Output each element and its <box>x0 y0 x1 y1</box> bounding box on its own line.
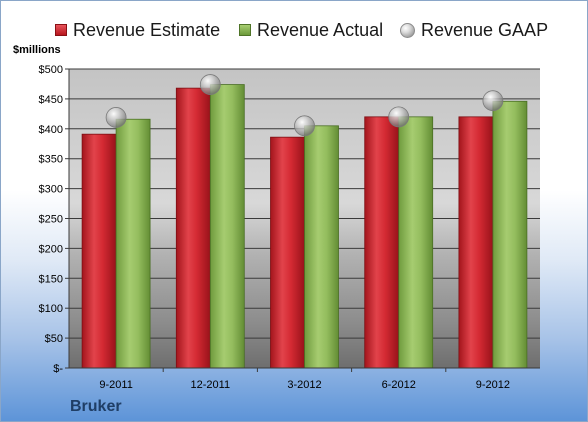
bar-revenue-actual <box>115 118 151 369</box>
legend-item-estimate: Revenue Estimate <box>55 17 220 43</box>
y-tick-label: $450 <box>39 94 63 106</box>
bar-revenue-estimate <box>364 116 400 369</box>
y-tick-label: $200 <box>39 243 63 255</box>
bar-revenue-actual <box>209 84 245 369</box>
legend-swatch-gaap <box>400 22 415 38</box>
marker-revenue-gaap <box>482 90 504 112</box>
x-tick-label: 12-2011 <box>191 379 231 391</box>
legend-label-actual: Revenue Actual <box>257 19 384 40</box>
marker-revenue-gaap <box>388 106 410 128</box>
legend-item-actual: Revenue Actual <box>239 17 383 43</box>
bar-revenue-estimate <box>270 136 305 369</box>
marker-revenue-gaap <box>199 74 221 95</box>
legend: Revenue Estimate Revenue Actual Revenue … <box>1 17 587 43</box>
bar-revenue-actual <box>398 116 434 369</box>
bar-revenue-estimate <box>175 87 211 369</box>
legend-swatch-actual <box>239 24 251 36</box>
marker-revenue-gaap <box>294 115 315 137</box>
x-tick-label: 6-2012 <box>382 379 416 391</box>
y-tick-label: $50 <box>45 333 63 345</box>
y-tick-label: $350 <box>39 154 63 166</box>
bar-revenue-actual <box>304 125 339 369</box>
bar-revenue-actual <box>492 100 528 369</box>
y-tick-label: $500 <box>39 64 63 76</box>
y-tick-label: $100 <box>39 303 63 315</box>
marker-revenue-gaap <box>105 107 127 128</box>
x-tick-label: 9-2011 <box>99 379 132 391</box>
legend-label-gaap: Revenue GAAP <box>421 19 549 40</box>
x-tick-label: 3-2012 <box>287 379 321 391</box>
legend-item-gaap: Revenue GAAP <box>400 17 548 43</box>
x-tick-label: 9-2012 <box>476 379 510 391</box>
y-axis-units-label: $millions <box>13 44 61 56</box>
y-tick-label: $250 <box>39 214 63 226</box>
y-tick-label: $300 <box>39 184 63 196</box>
y-tick-label: $- <box>53 363 63 375</box>
y-tick-label: $150 <box>39 273 63 285</box>
bar-revenue-estimate <box>458 116 494 369</box>
legend-swatch-estimate <box>55 24 67 36</box>
legend-label-estimate: Revenue Estimate <box>73 19 221 40</box>
bar-revenue-estimate <box>81 133 117 369</box>
company-name: Bruker <box>70 398 122 415</box>
y-tick-label: $400 <box>39 124 63 136</box>
